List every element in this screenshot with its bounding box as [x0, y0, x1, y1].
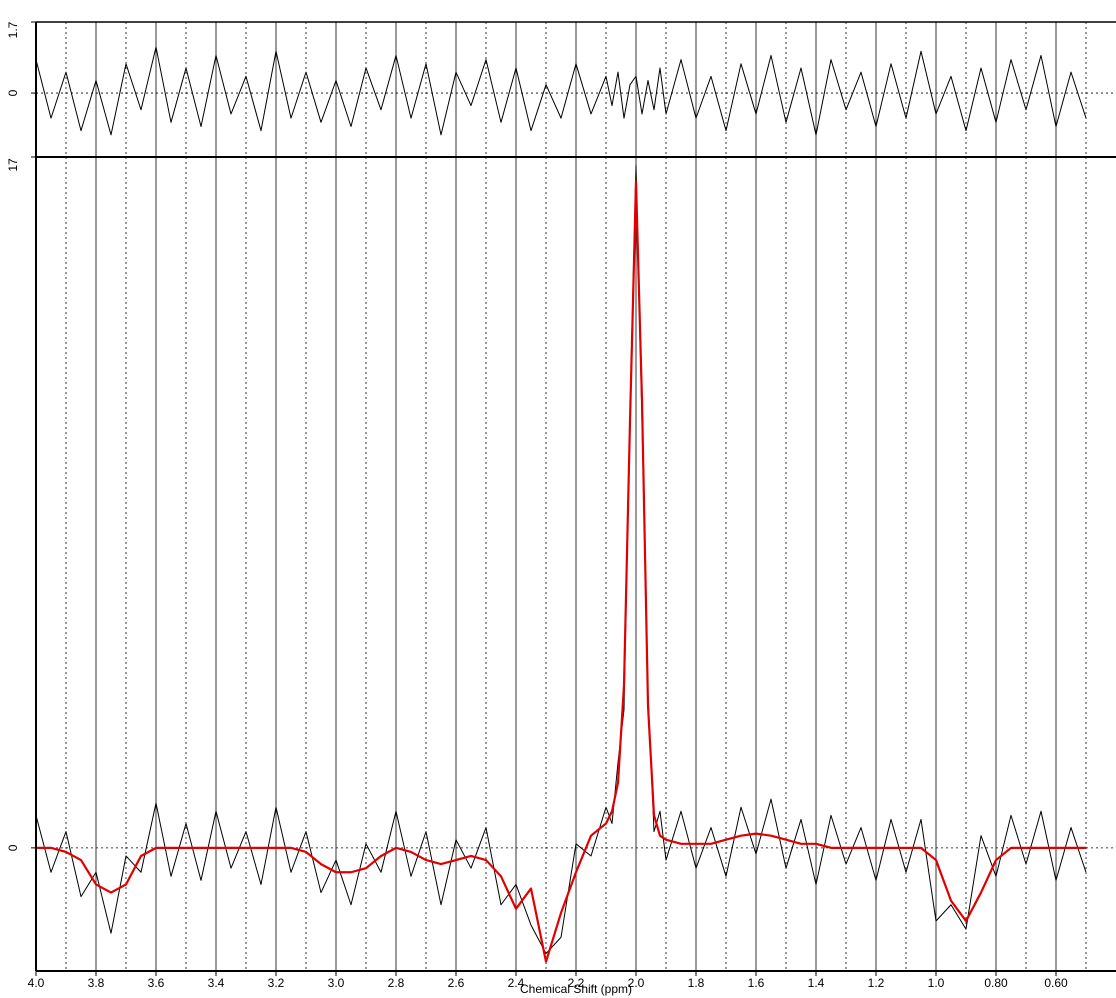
- y-tick-label: 0: [6, 844, 20, 851]
- x-tick-label: 2.4: [508, 976, 525, 990]
- x-tick-label: 1.8: [688, 976, 705, 990]
- x-tick-label: 3.6: [148, 976, 165, 990]
- x-axis-title: Chemical Shift (ppm): [520, 982, 632, 996]
- series-line: [35, 46, 1087, 136]
- x-tick-label: 2.2: [568, 976, 585, 990]
- x-tick-label: 2.8: [388, 976, 405, 990]
- x-tick-label: 3.2: [268, 976, 285, 990]
- x-tick-label: 2.0: [628, 976, 645, 990]
- x-tick-label: 0.60: [1044, 976, 1068, 990]
- x-tick-label: 4.0: [28, 976, 45, 990]
- x-tick-label: 3.4: [208, 976, 225, 990]
- x-tick-label: 0.80: [984, 976, 1008, 990]
- y-tick-label: 1.7: [6, 21, 20, 38]
- x-tick-label: 3.8: [88, 976, 105, 990]
- y-tick-label: 17: [6, 158, 20, 172]
- series-line: [36, 180, 1086, 963]
- x-tick-label: 1.2: [868, 976, 885, 990]
- x-tick-label: 3.0: [328, 976, 345, 990]
- x-tick-label: 1.4: [808, 976, 825, 990]
- x-tick-label: 1.0: [928, 976, 945, 990]
- x-tick-label: 2.6: [448, 976, 465, 990]
- series-line: [35, 164, 1087, 955]
- x-tick-label: 1.6: [748, 976, 765, 990]
- y-tick-label: 0: [6, 89, 20, 96]
